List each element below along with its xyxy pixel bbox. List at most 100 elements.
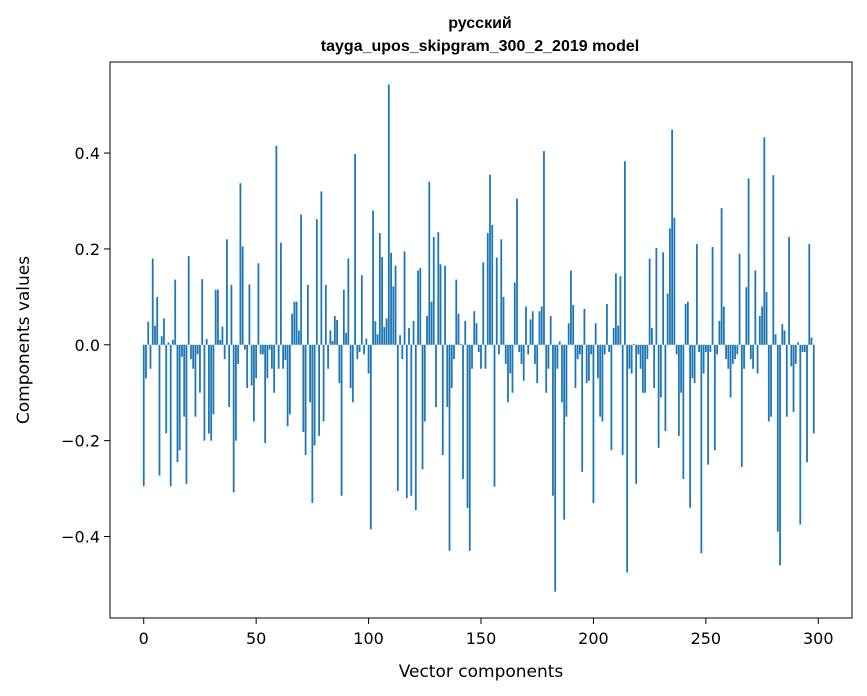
bar	[145, 344, 147, 379]
bar	[383, 327, 386, 345]
bar	[704, 344, 707, 352]
bar	[300, 214, 303, 345]
bar	[603, 344, 606, 355]
bar	[237, 344, 240, 364]
bar	[709, 344, 712, 352]
bar	[673, 217, 676, 345]
bar	[639, 344, 642, 369]
bar	[372, 210, 374, 345]
x-tick-label: 200	[578, 629, 609, 648]
bar	[641, 344, 644, 393]
bar	[441, 344, 444, 456]
bar	[682, 344, 685, 479]
bar	[810, 337, 813, 345]
x-axis-ticks: 0 50 100 150 200 250 300	[139, 618, 834, 648]
bar	[482, 262, 485, 345]
bar	[320, 191, 323, 345]
bar	[338, 344, 341, 384]
bar	[740, 344, 743, 468]
bar	[812, 344, 815, 434]
bar	[448, 344, 451, 551]
bar	[190, 344, 192, 360]
bar	[648, 258, 651, 345]
bar	[606, 304, 608, 345]
bar	[538, 311, 541, 345]
bar	[241, 246, 244, 345]
bar	[354, 154, 356, 345]
bar	[650, 328, 653, 345]
bar	[536, 344, 539, 384]
bar	[192, 344, 195, 369]
bar	[349, 344, 352, 388]
bar	[792, 344, 795, 412]
bar	[279, 242, 282, 345]
bar	[235, 344, 237, 441]
bar	[363, 344, 365, 355]
bar	[547, 344, 550, 369]
bar	[677, 344, 680, 436]
bar	[713, 344, 716, 451]
bar	[601, 344, 604, 422]
bar	[286, 344, 289, 427]
bar	[583, 308, 586, 345]
bar	[181, 344, 183, 357]
bar	[203, 344, 206, 441]
bar	[763, 137, 766, 345]
bar	[385, 318, 388, 345]
bar	[183, 344, 186, 417]
bar	[309, 344, 312, 403]
bar	[475, 323, 478, 345]
bar	[468, 344, 471, 551]
bar	[662, 252, 665, 345]
bar	[228, 344, 231, 408]
bar	[417, 270, 419, 345]
bar	[369, 344, 372, 530]
bar	[426, 316, 428, 345]
bar	[617, 325, 620, 345]
bar	[716, 344, 718, 355]
bar	[556, 344, 559, 369]
bar	[545, 344, 548, 393]
bar	[738, 253, 741, 345]
bar	[268, 344, 271, 350]
bar	[509, 344, 512, 374]
bar	[552, 344, 554, 496]
bar	[729, 344, 732, 398]
bar	[217, 289, 219, 345]
bar	[790, 344, 793, 367]
bar	[423, 344, 426, 422]
bar	[770, 344, 772, 417]
y-axis-ticks: −0.4 −0.2 0.0 0.2 0.4	[61, 144, 110, 547]
bar	[621, 344, 624, 456]
bar	[630, 344, 633, 374]
bar	[167, 342, 170, 345]
bar	[797, 342, 799, 345]
bar	[351, 344, 354, 403]
bar	[473, 311, 476, 345]
bar	[396, 344, 399, 491]
bar	[147, 321, 150, 345]
bar	[653, 344, 656, 388]
bar	[516, 198, 518, 345]
bar	[567, 323, 570, 345]
bar	[754, 270, 757, 345]
bar	[522, 344, 525, 381]
bar	[624, 161, 626, 345]
bar	[453, 344, 455, 360]
bar	[702, 344, 705, 374]
bar	[657, 344, 660, 448]
bar	[356, 344, 359, 360]
bar	[761, 306, 763, 345]
bar	[525, 306, 527, 345]
bar	[318, 344, 321, 436]
bar	[752, 344, 754, 369]
bar	[399, 335, 401, 345]
bar	[464, 320, 467, 345]
bar	[779, 344, 781, 566]
bar	[633, 343, 635, 345]
bar	[727, 344, 730, 369]
bar	[462, 344, 464, 479]
bar	[520, 344, 523, 364]
bar	[405, 344, 408, 499]
